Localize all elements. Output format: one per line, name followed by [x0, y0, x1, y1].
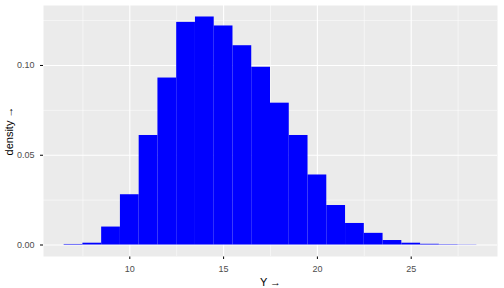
svg-text:Y →: Y → [260, 276, 281, 288]
svg-text:25: 25 [406, 264, 416, 274]
svg-text:0.05: 0.05 [17, 150, 35, 160]
svg-text:10: 10 [125, 264, 135, 274]
svg-text:0.10: 0.10 [17, 60, 35, 70]
svg-text:0.00: 0.00 [17, 240, 35, 250]
svg-text:density →: density → [3, 107, 15, 156]
svg-text:15: 15 [219, 264, 229, 274]
svg-text:20: 20 [312, 264, 322, 274]
